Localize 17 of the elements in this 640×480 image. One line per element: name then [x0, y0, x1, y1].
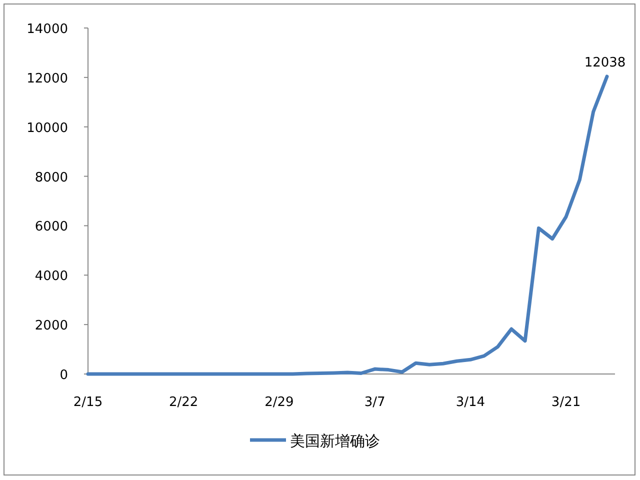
data-label: 12038 — [584, 55, 626, 70]
y-tick-label: 0 — [60, 368, 68, 383]
line-series — [86, 74, 609, 376]
x-tick-label: 3/14 — [456, 395, 486, 410]
y-tick-label: 8000 — [34, 170, 68, 186]
x-tick-label: 2/29 — [264, 395, 294, 410]
x-tick-label: 3/7 — [364, 395, 386, 410]
y-tick-label: 10000 — [26, 120, 68, 136]
x-tick-label: 3/21 — [551, 395, 581, 410]
y-tick-label: 2000 — [34, 318, 68, 334]
x-tick-label: 2/22 — [169, 395, 198, 410]
y-tick-label: 12000 — [26, 71, 68, 86]
y-tick-label: 4000 — [34, 269, 68, 284]
legend-label: 美国新增确诊 — [290, 432, 380, 450]
y-tick-label: 14000 — [26, 22, 68, 37]
y-tick-label: 6000 — [34, 220, 68, 235]
x-tick-label: 2/15 — [73, 395, 103, 410]
